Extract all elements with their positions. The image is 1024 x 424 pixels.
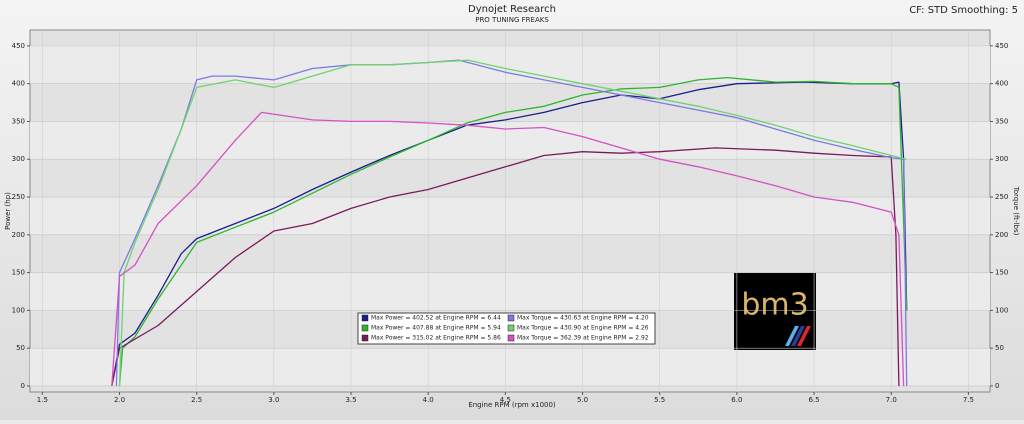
y2-tick-label: 350 [995, 117, 1008, 125]
legend-swatch [361, 334, 369, 342]
legend-label: Max Power = 315.02 at Engine RPM = 5.86 [371, 335, 501, 342]
x-tick-label: 6.5 [808, 396, 819, 404]
x-axis-label: Engine RPM (rpm x1000) [468, 401, 556, 409]
y-tick-label: 350 [12, 117, 25, 125]
legend-swatch [507, 334, 515, 342]
legend-swatch [507, 324, 515, 332]
x-tick-label: 3.5 [345, 396, 356, 404]
chart-subtitle: PRO TUNING FREAKS [475, 16, 549, 24]
chart-title: Dynojet Research [468, 4, 556, 15]
y2-tick-label: 0 [995, 382, 999, 390]
series-line [111, 111, 905, 387]
legend [357, 312, 656, 345]
series-line [118, 59, 907, 387]
legend-swatch [507, 314, 515, 322]
legend-swatch [361, 324, 369, 332]
legend-label: Max Power = 407.88 at Engine RPM = 5.94 [371, 325, 501, 332]
logo-text: bm3 [741, 288, 808, 323]
grid-band [30, 121, 990, 160]
y-tick-label: 400 [12, 80, 25, 88]
x-tick-label: 4.0 [423, 396, 434, 404]
y2-tick-label: 400 [995, 80, 1008, 88]
y-tick-label: 300 [12, 155, 25, 163]
grid-band [30, 197, 990, 235]
y-tick-label: 100 [12, 306, 25, 314]
grid-band [30, 348, 990, 386]
y2-axis-label: Torque (ft-lbs) [1012, 186, 1020, 236]
grid-band [30, 45, 990, 84]
legend-label: Max Torque = 430.90 at Engine RPM = 4.26 [517, 325, 649, 332]
logo-stripe [797, 326, 811, 346]
legend-swatch [361, 314, 369, 322]
y2-tick-label: 100 [995, 306, 1008, 314]
legend-label: Max Torque = 430.63 at Engine RPM = 4.20 [517, 315, 649, 322]
grid-band [30, 272, 990, 311]
y2-tick-label: 150 [995, 269, 1008, 277]
x-tick-label: 5.0 [577, 396, 588, 404]
x-tick-label: 3.0 [268, 396, 279, 404]
x-tick-label: 4.5 [500, 396, 511, 404]
legend-label: Max Power = 402.52 at Engine RPM = 6.44 [371, 315, 501, 322]
y-tick-label: 50 [16, 344, 25, 352]
y2-tick-label: 50 [995, 344, 1004, 352]
corner-note: CF: STD Smoothing: 5 [909, 5, 1018, 16]
y-tick-label: 450 [12, 42, 25, 50]
y2-tick-label: 250 [995, 193, 1008, 201]
x-tick-label: 1.5 [37, 396, 48, 404]
y2-tick-label: 200 [995, 231, 1008, 239]
y-tick-label: 250 [12, 193, 25, 201]
x-tick-label: 5.5 [654, 396, 665, 404]
y2-tick-label: 450 [995, 42, 1008, 50]
x-tick-label: 6.0 [731, 396, 742, 404]
logo-stripe [791, 326, 805, 346]
y2-tick-label: 300 [995, 155, 1008, 163]
series-line [111, 147, 900, 387]
legend-label: Max Torque = 362.39 at Engine RPM = 2.92 [517, 335, 649, 342]
y-tick-label: 0 [21, 382, 25, 390]
x-tick-label: 7.5 [963, 396, 974, 404]
x-tick-label: 2.5 [191, 396, 202, 404]
y-tick-label: 150 [12, 269, 25, 277]
x-tick-label: 2.0 [114, 396, 125, 404]
logo-stripe [785, 326, 799, 346]
y-axis-label: Power (hp) [4, 192, 12, 230]
x-tick-label: 7.0 [886, 396, 897, 404]
series-line [118, 76, 908, 387]
y-tick-label: 200 [12, 231, 25, 239]
